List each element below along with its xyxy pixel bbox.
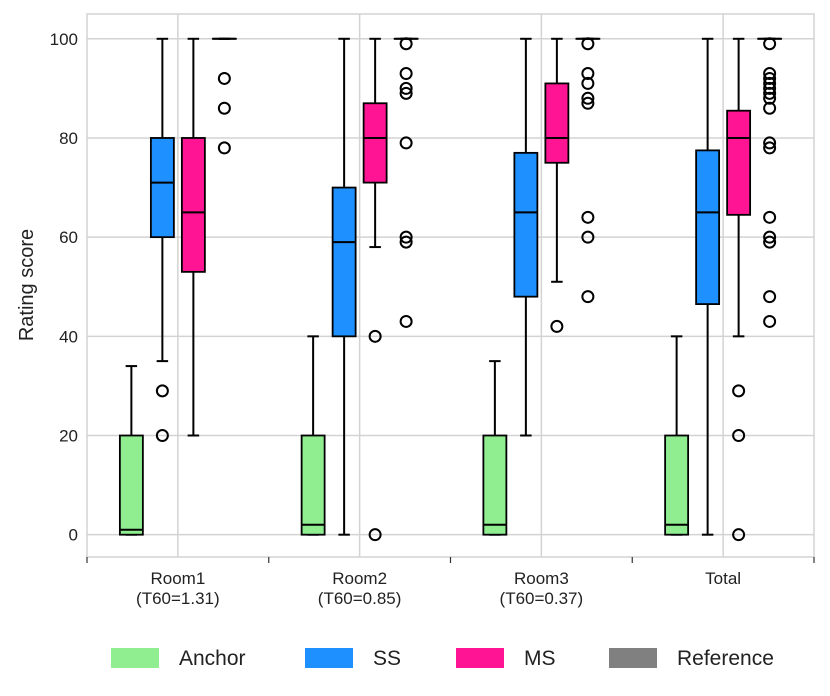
outlier-point xyxy=(732,384,746,398)
box-ms xyxy=(362,37,388,542)
y-tick-label: 100 xyxy=(50,30,78,49)
box-ss xyxy=(331,37,357,536)
outlier-point xyxy=(399,230,413,244)
y-tick-label: 20 xyxy=(59,427,78,446)
outlier-point xyxy=(368,528,382,542)
x-tick-label: Room1 xyxy=(150,569,205,588)
outlier-point xyxy=(763,210,777,224)
outlier-point xyxy=(155,429,169,443)
outlier-point xyxy=(217,141,231,155)
outlier-point xyxy=(763,81,777,95)
outlier-point xyxy=(581,76,595,90)
outlier-point xyxy=(763,314,777,328)
outlier-point xyxy=(763,37,777,51)
box-body xyxy=(300,434,326,536)
box-body xyxy=(513,151,539,298)
legend-label-anchor: Anchor xyxy=(179,647,246,670)
outlier-point xyxy=(155,384,169,398)
outlier-point xyxy=(763,290,777,304)
outlier-point xyxy=(763,136,777,150)
outlier-point xyxy=(763,67,777,81)
outlier-point xyxy=(399,67,413,81)
outlier-point xyxy=(763,86,777,100)
box-body xyxy=(118,434,144,536)
outlier-point xyxy=(763,101,777,115)
outlier-point xyxy=(581,91,595,105)
outlier-point xyxy=(732,528,746,542)
y-tick-label: 0 xyxy=(69,526,78,545)
y-tick-label: 60 xyxy=(59,228,78,247)
box-reference xyxy=(211,37,237,155)
box-ss xyxy=(149,37,175,443)
box-ms xyxy=(180,37,206,437)
box-body xyxy=(664,434,690,536)
legend-swatch-anchor xyxy=(111,648,159,668)
outlier-point xyxy=(581,210,595,224)
boxes xyxy=(118,37,783,542)
outlier-point xyxy=(763,91,777,105)
box-ms xyxy=(544,37,570,333)
box-reference xyxy=(393,37,419,328)
outlier-point xyxy=(399,136,413,150)
box-body xyxy=(695,149,721,305)
outlier-point xyxy=(550,319,564,333)
outlier-point xyxy=(581,96,595,110)
outlier-point xyxy=(763,141,777,155)
outlier-point xyxy=(399,81,413,95)
outlier-point xyxy=(399,86,413,100)
legend-swatch-ms xyxy=(456,648,504,668)
box-body xyxy=(180,137,206,273)
box-reference xyxy=(575,37,601,304)
legend-swatch-reference xyxy=(609,648,657,668)
box-anchor xyxy=(118,365,144,536)
legend-label-reference: Reference xyxy=(677,647,774,670)
box-ss xyxy=(513,37,539,437)
box-body xyxy=(331,186,357,338)
y-tick-label: 80 xyxy=(59,129,78,148)
legend-label-ms: MS xyxy=(524,647,556,670)
outlier-point xyxy=(763,235,777,249)
x-tick-sublabel: (T60=0.85) xyxy=(318,589,402,608)
box-anchor xyxy=(300,335,326,536)
outlier-point xyxy=(581,67,595,81)
x-tick-label: Total xyxy=(705,569,741,588)
y-tick-label: 40 xyxy=(59,327,78,346)
box-anchor xyxy=(664,335,690,536)
legend: Anchor SS MS Reference xyxy=(111,647,774,670)
outlier-point xyxy=(581,37,595,51)
outlier-point xyxy=(399,37,413,51)
outlier-point xyxy=(763,76,777,90)
box-anchor xyxy=(482,360,508,536)
box-body xyxy=(482,434,508,536)
outlier-point xyxy=(368,329,382,343)
box-body xyxy=(149,137,175,239)
box-body xyxy=(726,109,752,216)
x-axis: Room1(T60=1.31) Room2(T60=0.85) Room3(T60=… xyxy=(86,557,815,608)
box-ss xyxy=(695,37,721,536)
box-body xyxy=(362,102,388,184)
x-tick-label: Room2 xyxy=(332,569,387,588)
x-tick-sublabel: (T60=0.37) xyxy=(500,589,584,608)
outlier-point xyxy=(763,71,777,85)
outlier-point xyxy=(732,429,746,443)
outlier-point xyxy=(581,290,595,304)
outlier-point xyxy=(217,71,231,85)
outlier-point xyxy=(763,230,777,244)
legend-label-ss: SS xyxy=(373,647,401,670)
plot-area xyxy=(86,13,815,558)
outlier-point xyxy=(399,235,413,249)
box-ms xyxy=(726,37,752,542)
box-reference xyxy=(757,37,783,328)
box-body xyxy=(544,82,570,164)
x-tick-label: Room3 xyxy=(514,569,569,588)
y-axis-label: Rating score xyxy=(16,229,38,341)
x-tick-sublabel: (T60=1.31) xyxy=(136,589,220,608)
grid xyxy=(87,14,814,557)
y-axis: 0 20 40 60 80 100 xyxy=(50,30,78,545)
legend-swatch-ss xyxy=(305,648,353,668)
outlier-point xyxy=(581,230,595,244)
outlier-point xyxy=(399,314,413,328)
outlier-point xyxy=(217,101,231,115)
